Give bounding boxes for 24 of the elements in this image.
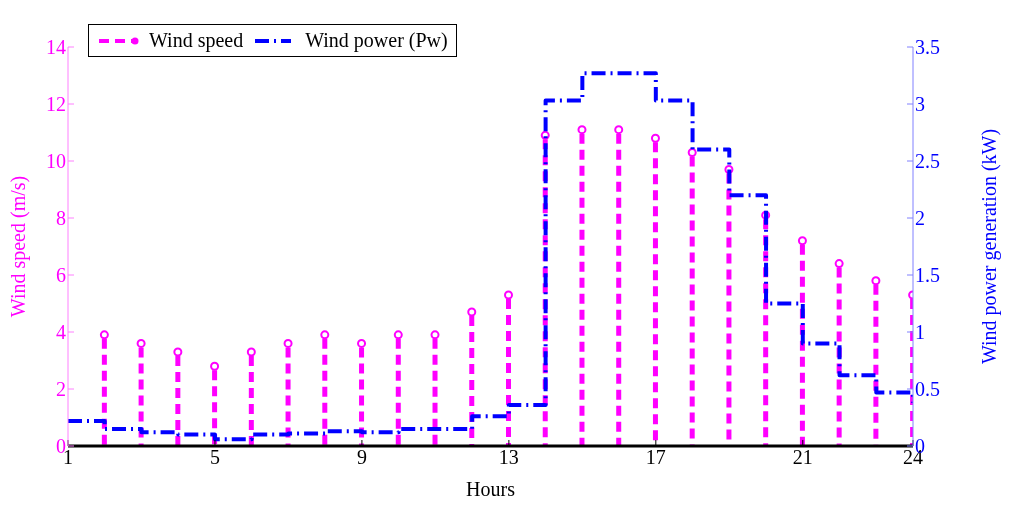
legend-label: Wind speed <box>149 29 244 52</box>
y2-tick-label: 3 <box>915 93 925 116</box>
x-tick-label: 5 <box>209 446 220 469</box>
y2-axis-title: Wind power generation (kW) <box>978 128 1002 365</box>
legend-label: Wind power (Pw) <box>305 29 448 52</box>
x-axis-title: Hours <box>466 478 516 500</box>
y-tick-label: 8 <box>56 207 66 230</box>
y2-tick-label: 2 <box>915 207 925 230</box>
y-axis-title: Wind speed (m/s) <box>7 175 31 318</box>
x-tick-label: 17 <box>645 446 666 469</box>
y-tick-label: 12 <box>46 93 66 116</box>
y-tick-label: 4 <box>56 321 66 344</box>
y-tick-label: 6 <box>56 264 66 287</box>
x-tick-label: 13 <box>498 446 519 469</box>
x-tick-label: 9 <box>356 446 367 469</box>
y2-tick-label: 2.5 <box>915 150 940 173</box>
y2-tick-label: 3.5 <box>915 36 940 59</box>
y2-tick-label: 1 <box>915 321 925 344</box>
x-tick-label: 21 <box>792 446 813 469</box>
y-tick-label: 2 <box>56 378 66 401</box>
y2-tick-label: 0.5 <box>915 378 940 401</box>
y2-tick-label: 1.5 <box>915 264 940 287</box>
y-tick-label: 10 <box>46 150 66 173</box>
y-tick-label: 14 <box>46 36 66 59</box>
